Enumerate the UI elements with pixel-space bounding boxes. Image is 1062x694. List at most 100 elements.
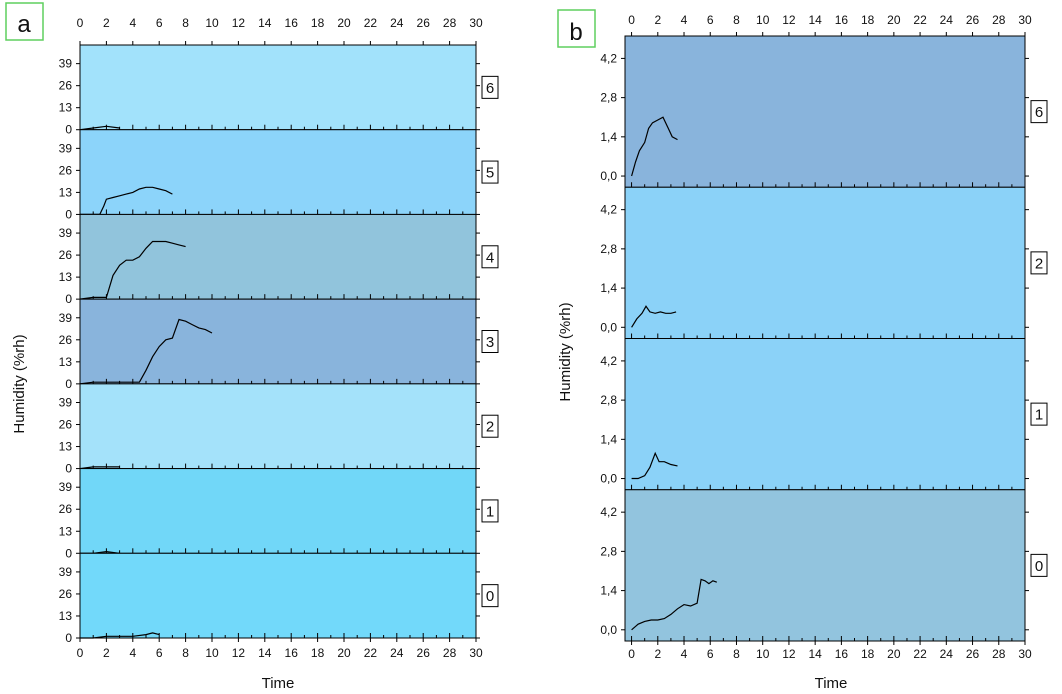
strip-label-box bbox=[481, 499, 499, 523]
subplot-a-0: 0 13 26 39 0 bbox=[59, 552, 499, 645]
panel-a: a 01326396013263950132639401326393013263… bbox=[5, 2, 499, 660]
x-bottom-tick-label: 28 bbox=[992, 647, 1006, 661]
x-top-tick-label: 4 bbox=[681, 13, 688, 27]
y-tick-label: 13 bbox=[59, 609, 73, 623]
series-line bbox=[631, 578, 718, 631]
y-tick-label: 26 bbox=[59, 248, 73, 262]
y-tick-label: 4,2 bbox=[600, 354, 617, 368]
series-line bbox=[80, 186, 173, 215]
strip-label: 5 bbox=[486, 165, 494, 182]
series-line bbox=[79, 318, 213, 385]
y-tick-label: 0,0 bbox=[600, 472, 617, 486]
x-top-tick-label: 16 bbox=[285, 16, 299, 30]
strip-label: 0 bbox=[486, 588, 494, 605]
y-tick-label: 13 bbox=[59, 101, 73, 115]
x-bottom-tick-label: 4 bbox=[681, 647, 688, 661]
strip-label: 6 bbox=[1035, 104, 1043, 121]
x-bottom-tick-label: 18 bbox=[861, 647, 875, 661]
x-bottom-tick-label: 16 bbox=[835, 647, 849, 661]
strip-label-box bbox=[1030, 251, 1048, 275]
x-bottom-tick-label: 30 bbox=[469, 646, 483, 660]
subplot-background bbox=[624, 186, 1026, 339]
x-top-tick-label: 0 bbox=[77, 16, 84, 30]
y-tick-label: 0 bbox=[65, 546, 72, 560]
subplot-background bbox=[79, 129, 477, 215]
x-top-tick-label: 14 bbox=[258, 16, 272, 30]
strip-label: 1 bbox=[486, 503, 494, 520]
y-tick-label: 39 bbox=[59, 395, 73, 409]
x-bottom-tick-label: 10 bbox=[756, 647, 770, 661]
x-top-tick-label: 2 bbox=[654, 13, 661, 27]
subplot-a-3: 0 13 26 39 3 bbox=[59, 298, 499, 391]
x-top-tick-label: 10 bbox=[205, 16, 219, 30]
panel-a-label: a bbox=[17, 11, 31, 38]
x-top-tick-label: 30 bbox=[469, 16, 483, 30]
y-tick-label: 2,8 bbox=[600, 242, 617, 256]
x-top-tick-label: 8 bbox=[182, 16, 189, 30]
strip-label-box bbox=[481, 584, 499, 608]
x-top-tick-label: 28 bbox=[992, 13, 1006, 27]
x-bottom-tick-label: 14 bbox=[258, 646, 272, 660]
y-tick-label: 39 bbox=[59, 141, 73, 155]
y-tick-label: 1,4 bbox=[600, 130, 617, 144]
strip-label: 2 bbox=[486, 419, 494, 436]
strip-label-box bbox=[481, 330, 499, 353]
series-line bbox=[631, 451, 678, 480]
y-tick-label: 39 bbox=[59, 480, 73, 494]
x-bottom-tick-label: 20 bbox=[337, 646, 351, 660]
x-bottom-tick-label: 6 bbox=[156, 646, 163, 660]
y-tick-label: 0 bbox=[65, 207, 72, 221]
subplot-background bbox=[79, 383, 477, 470]
x-top-tick-label: 6 bbox=[156, 16, 163, 30]
strip-label: 4 bbox=[486, 249, 494, 266]
x-bottom-tick-label: 10 bbox=[205, 646, 219, 660]
y-tick-label: 0 bbox=[65, 123, 72, 137]
x-top-tick-label: 18 bbox=[311, 16, 325, 30]
y-tick-label: 0 bbox=[65, 462, 72, 476]
y-tick-label: 4,2 bbox=[600, 505, 617, 519]
x-top-tick-label: 8 bbox=[733, 13, 740, 27]
x-top-tick-label: 0 bbox=[628, 13, 635, 27]
x-bottom-tick-label: 30 bbox=[1018, 647, 1032, 661]
x-bottom-tick-label: 22 bbox=[364, 646, 378, 660]
x-top-tick-label: 24 bbox=[390, 16, 404, 30]
x-top-tick-label: 6 bbox=[707, 13, 714, 27]
x-bottom-tick-label: 18 bbox=[311, 646, 325, 660]
subplot-background bbox=[79, 468, 477, 554]
x-top-tick-label: 26 bbox=[966, 13, 980, 27]
y-tick-label: 39 bbox=[59, 226, 73, 240]
subplot-background bbox=[79, 552, 477, 639]
y-tick-label: 13 bbox=[59, 355, 73, 369]
panel-a-label-box bbox=[5, 2, 44, 41]
panel-b-xlabel: Time bbox=[815, 675, 848, 692]
y-tick-label: 26 bbox=[59, 333, 73, 347]
x-bottom-tick-label: 20 bbox=[887, 647, 901, 661]
panel-a-ylabel: Humidity (%rh) bbox=[11, 334, 28, 433]
series-line bbox=[79, 125, 120, 131]
y-tick-label: 39 bbox=[59, 311, 73, 325]
series-line bbox=[631, 305, 677, 328]
strip-label: 1 bbox=[1035, 407, 1043, 424]
strip-label-box bbox=[1030, 553, 1048, 577]
y-tick-label: 39 bbox=[59, 57, 73, 71]
subplot-background bbox=[79, 298, 477, 385]
x-bottom-tick-label: 6 bbox=[707, 647, 714, 661]
panel-a-xlabel: Time bbox=[262, 675, 295, 692]
x-bottom-tick-label: 2 bbox=[103, 646, 110, 660]
subplot-a-4: 0 13 26 39 4 bbox=[59, 213, 499, 306]
y-tick-label: 2,8 bbox=[600, 544, 617, 558]
subplot-a-5: 0 13 26 39 5 bbox=[59, 129, 499, 221]
y-tick-label: 1,4 bbox=[600, 432, 617, 446]
strip-label-box bbox=[1030, 100, 1048, 124]
subplot-a-6: 0 13 26 39 6 bbox=[59, 44, 499, 137]
y-tick-label: 13 bbox=[59, 185, 73, 199]
y-tick-label: 26 bbox=[59, 79, 73, 93]
strip-label: 0 bbox=[1035, 558, 1043, 575]
x-bottom-tick-label: 4 bbox=[129, 646, 136, 660]
x-top-tick-label: 22 bbox=[913, 13, 927, 27]
subplot-b-1: 0,0 1,4 2,8 4,2 1 bbox=[600, 338, 1048, 491]
y-tick-label: 39 bbox=[59, 565, 73, 579]
x-bottom-tick-label: 8 bbox=[733, 647, 740, 661]
strip-label-box bbox=[481, 160, 499, 184]
strip-label: 2 bbox=[1035, 255, 1043, 272]
